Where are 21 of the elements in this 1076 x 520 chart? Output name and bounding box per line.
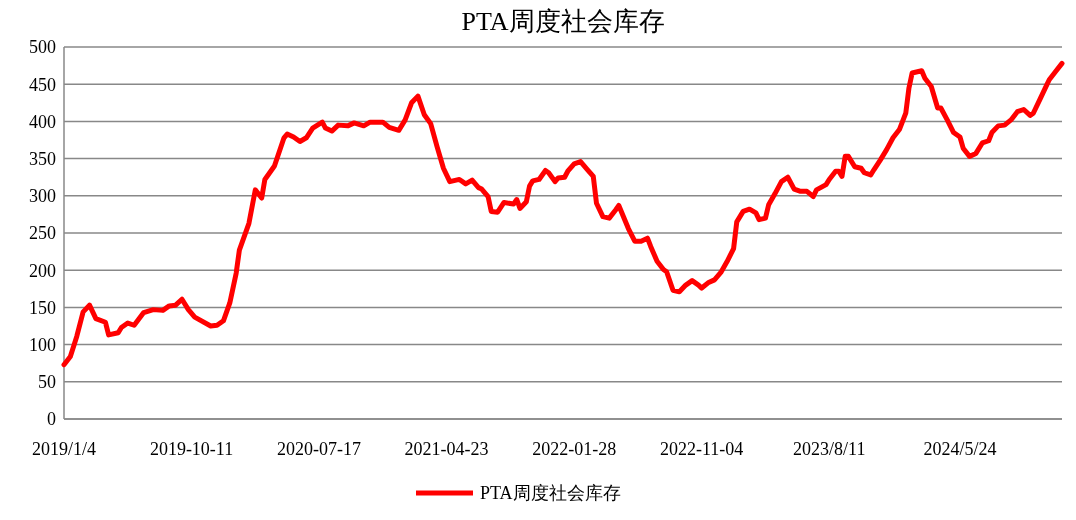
x-tick-label: 2023/8/11 [793,439,866,459]
y-tick-label: 450 [29,74,56,95]
chart-title: PTA周度社会库存 [461,7,665,36]
y-tick-label: 250 [29,223,56,244]
y-tick-label: 200 [29,260,56,281]
y-tick-label: 350 [29,148,56,169]
y-tick-label: 300 [29,186,56,207]
x-tick-label: 2019/1/4 [31,439,97,459]
x-tick-label: 2022-01-28 [532,439,617,459]
y-tick-label: 500 [29,37,56,58]
x-tick-label: 2020-07-17 [277,439,362,459]
y-tick-label: 400 [29,111,56,132]
y-tick-label: 0 [47,409,56,430]
y-tick-label: 150 [29,297,56,318]
x-tick-label: 2024/5/24 [923,439,997,459]
x-tick-label: 2019-10-11 [149,439,234,459]
x-tick-label: 2021-04-23 [404,439,489,459]
y-tick-label: 50 [38,372,56,393]
x-tick-label: 2022-11-04 [660,439,744,459]
legend-label: PTA周度社会库存 [480,483,621,504]
y-tick-label: 100 [29,334,56,355]
